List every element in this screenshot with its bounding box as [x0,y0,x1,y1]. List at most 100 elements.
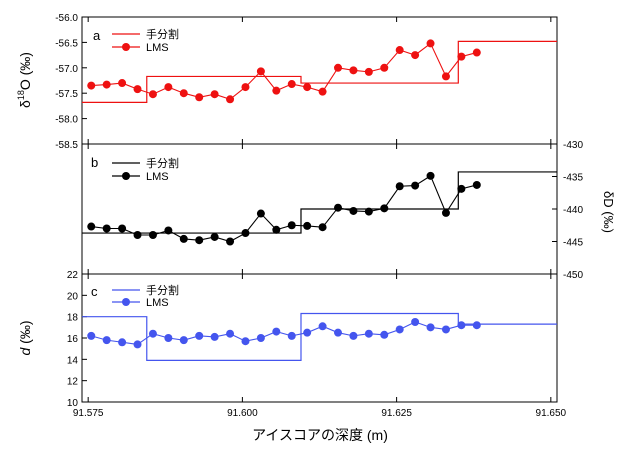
lms-point-a [210,90,219,99]
lms-point-c [318,322,327,331]
lms-point-b [148,231,157,239]
legend-c-lms-marker [122,298,130,306]
lms-point-b [256,209,265,218]
lms-point-a [179,89,188,98]
lms-point-c [164,334,173,342]
lms-point-c [426,323,435,332]
y-tick-label-b: -435 [563,173,583,184]
lms-point-b [457,184,466,193]
x-axis-title: アイスコアの深度 (m) [252,427,388,443]
x-tick-label: 91.575 [73,408,104,419]
legend-b-step-label: 手分割 [146,156,179,170]
lms-point-a [441,72,450,81]
legend-b: 手分割 LMS [112,156,179,183]
lms-point-a [349,66,358,75]
lms-point-c [411,318,420,326]
lms-point-c [102,336,111,345]
lms-point-a [256,67,265,76]
lms-point-a [118,79,127,88]
lms-point-b [226,237,235,246]
lms-point-c [118,338,127,347]
lms-point-b [210,232,219,241]
y-tick-label-c: 22 [67,270,79,281]
lms-point-b [118,224,127,233]
lms-point-b [272,225,281,234]
plot-layer: -58.5 -58.0 -57.5 -57.0 -56.5 -56.0 -450 -445 -4… [55,13,583,419]
lms-point-c [303,328,312,337]
y-tick-label-a: -58.0 [55,115,78,126]
lms-point-b [287,221,296,230]
lms-point-b [364,207,373,216]
lms-point-c [179,336,188,345]
legend-c-step-label: 手分割 [146,283,179,297]
lms-point-b [195,236,204,245]
lms-point-a [102,80,111,89]
lms-point-b [472,180,481,189]
lms-point-c [441,325,450,334]
lms-point-b [133,231,142,239]
lms-point-a [148,90,157,99]
panel-b-label: b [91,155,98,170]
lms-point-b [380,204,389,213]
y-axis-title-a: δ18O (‰) [16,52,33,108]
y-tick-label-c: 20 [67,291,79,302]
lms-point-a [287,80,296,89]
lms-point-b [318,223,327,232]
lms-point-a [472,48,481,57]
legend-c-lms-label: LMS [146,297,169,309]
y-tick-label-b: -450 [563,270,583,281]
panel-a-label: a [93,28,101,43]
legend-a: 手分割 LMS [112,27,179,54]
lms-point-c [195,331,204,340]
lms-point-b [179,234,188,243]
y-tick-label-a: -56.0 [55,13,78,24]
lms-point-c [380,330,389,339]
y-tick-label-b: -440 [563,205,583,216]
lms-point-c [472,321,481,330]
lms-point-b [164,226,173,235]
y-tick-label-c: 12 [67,377,79,388]
y-tick-label-b: -430 [563,140,583,151]
lms-point-b [411,181,420,190]
y-tick-label-c: 10 [67,398,79,409]
lms-point-b [349,206,358,215]
lms-point-a [241,83,250,92]
lms-point-b [303,221,312,230]
lms-point-a [87,81,96,90]
lms-point-a [380,63,389,72]
lms-point-c [457,321,466,330]
lms-point-a [364,67,373,76]
lms-point-a [395,46,404,55]
lms-point-b [87,222,96,231]
step-series-b [82,171,557,234]
lms-point-a [334,63,343,72]
lms-point-a [318,87,327,96]
x-tick-label: 91.600 [227,408,258,419]
y-tick-label-a: -57.5 [55,89,78,100]
lms-point-c [395,325,404,334]
lms-point-b [241,229,250,238]
lms-point-a [426,39,435,48]
lms-point-a [226,95,235,104]
lms-point-a [272,86,281,95]
lms-point-a [164,83,173,92]
lms-point-c [349,331,358,340]
lms-point-c [87,331,96,340]
lms-point-c [334,328,343,337]
y-tick-label-b: -445 [563,238,583,249]
lms-point-c [241,337,250,346]
y-tick-label-c: 14 [67,355,79,366]
lms-point-c [210,332,219,341]
lms-point-c [272,327,281,336]
legend-a-step-label: 手分割 [146,27,179,41]
legend-b-lms-label: LMS [146,171,169,183]
x-tick-label: 91.625 [381,408,412,419]
lms-point-a [195,93,204,102]
lms-point-a [411,51,420,60]
lms-point-c [226,329,235,338]
lms-point-a [303,83,312,92]
legend-a-lms-label: LMS [146,42,169,54]
y-tick-label-a: -58.5 [55,140,78,151]
legend-a-lms-marker [122,43,130,51]
